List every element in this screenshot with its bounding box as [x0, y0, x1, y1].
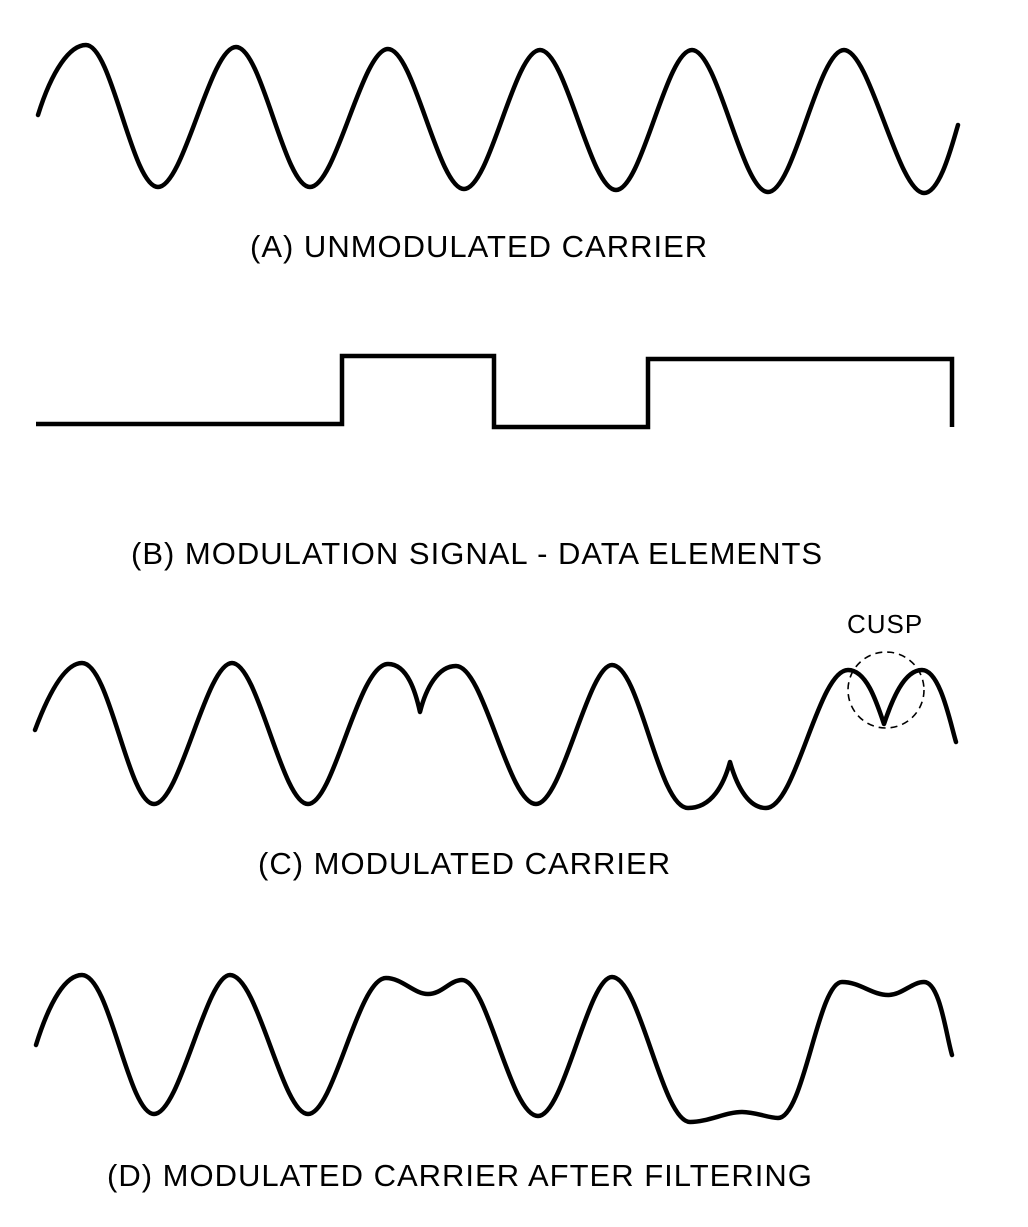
caption-b: (B) MODULATION SIGNAL - DATA ELEMENTS [131, 536, 823, 571]
cusp-highlight-circle [847, 651, 925, 729]
panel-b: (B) MODULATION SIGNAL - DATA ELEMENTS [36, 353, 955, 571]
unmodulated-carrier-wave [35, 42, 961, 196]
caption-a: (A) UNMODULATED CARRIER [250, 229, 708, 264]
data-element-square-wave [36, 353, 955, 430]
panel-c: CUSP (C) MODULATED CARRIER [32, 609, 959, 881]
filtered-modulated-carrier-wave [33, 972, 955, 1125]
panel-a: (A) UNMODULATED CARRIER [35, 42, 961, 264]
caption-c: (C) MODULATED CARRIER [258, 846, 671, 881]
cusp-label: CUSP [847, 609, 923, 639]
modulated-carrier-wave [32, 660, 959, 811]
caption-d: (D) MODULATED CARRIER AFTER FILTERING [107, 1158, 813, 1193]
panel-d: (D) MODULATED CARRIER AFTER FILTERING [33, 972, 955, 1193]
